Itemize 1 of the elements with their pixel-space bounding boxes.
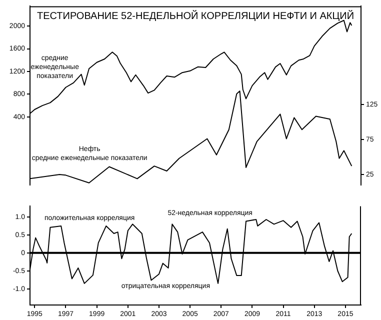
- text: ТЕСТИРОВАНИЕ 52-НЕДЕЛЬНОЙ КОРРЕЛЯЦИИ НЕФТИ И АКЦИЙ: [36, 8, 354, 22]
